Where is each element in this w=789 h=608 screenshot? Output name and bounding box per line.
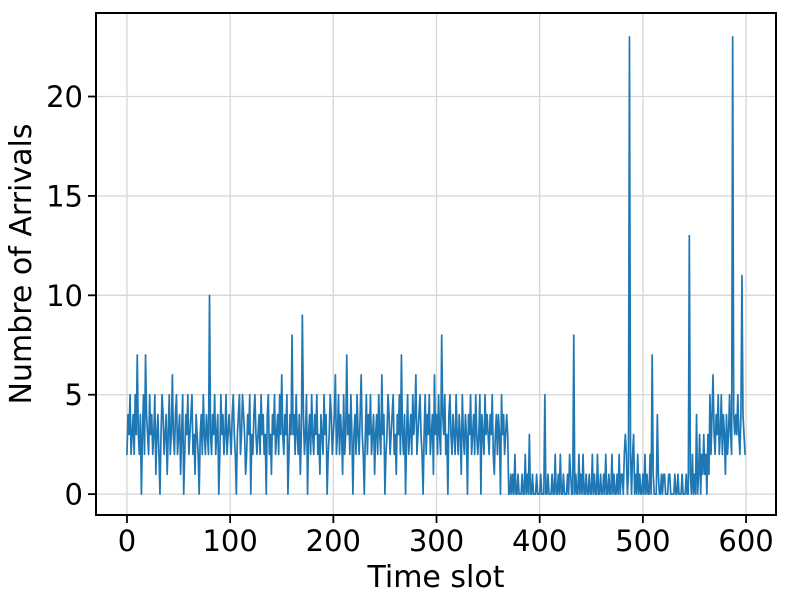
x-tick-label: 200	[306, 524, 361, 558]
y-tick-label: 0	[65, 478, 83, 512]
series-layer	[126, 36, 746, 495]
y-tick-label: 20	[46, 80, 83, 114]
x-axis-label: Time slot	[366, 560, 504, 595]
y-axis-label: Numbre of Arrivals	[4, 124, 39, 405]
y-tick-label: 15	[46, 179, 83, 213]
x-tick-label: 100	[202, 524, 257, 558]
x-tick-label: 300	[409, 524, 464, 558]
x-tick-label: 0	[118, 524, 136, 558]
arrivals-line	[126, 36, 746, 495]
y-tick-label: 5	[65, 378, 83, 412]
x-tick-label: 500	[615, 524, 670, 558]
x-tick-label: 400	[512, 524, 567, 558]
grid-layer	[96, 13, 776, 515]
tick-layer: 0 100 200 300 400 500 600 0 5 10 15 20	[46, 80, 774, 558]
y-tick-label: 10	[46, 279, 83, 313]
x-tick-label: 600	[718, 524, 773, 558]
